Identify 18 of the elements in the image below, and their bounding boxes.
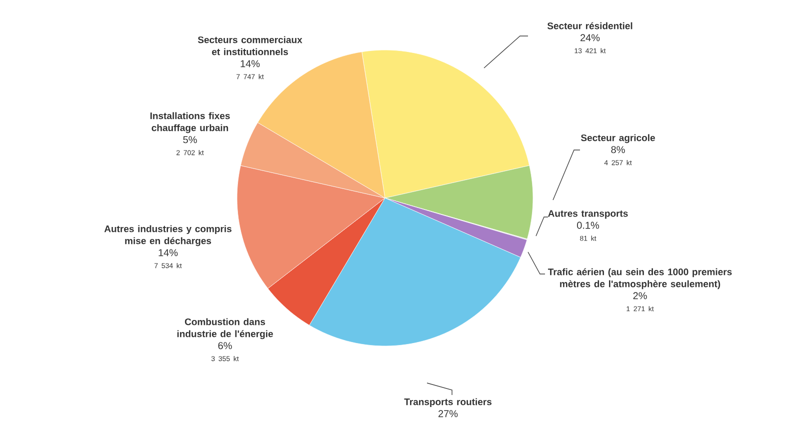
data-label: 27% <box>438 410 458 418</box>
data-label: 6% <box>218 342 232 350</box>
data-label: 24% <box>580 34 600 42</box>
slice-label: Secteurs commerciaux et institutionnels <box>198 36 302 56</box>
data-label: 14% <box>158 249 178 256</box>
slice-label: Autres transports <box>548 210 628 219</box>
data-label: 5% <box>183 136 197 144</box>
data-label: 2% <box>633 292 647 300</box>
data-label: 14% <box>240 60 260 68</box>
slice-label: Installations fixes chauffage urbain <box>150 112 230 134</box>
data-label: 8% <box>611 146 625 154</box>
slice-label: Transports routiers <box>404 398 492 408</box>
slice-label: Autres industries y compris mise en décharges <box>104 225 232 246</box>
slice-label: Secteur agricole <box>580 134 655 144</box>
slice-label: Secteur résidentiel <box>547 22 632 30</box>
data-label: 0.1% <box>577 222 600 229</box>
slice-label: Combustion dans industrie de l'énergie <box>177 318 273 340</box>
slice-label: Trafic aérien (au sein des 1000 premiers mètres de l'atmosphère seulement) <box>548 268 732 290</box>
